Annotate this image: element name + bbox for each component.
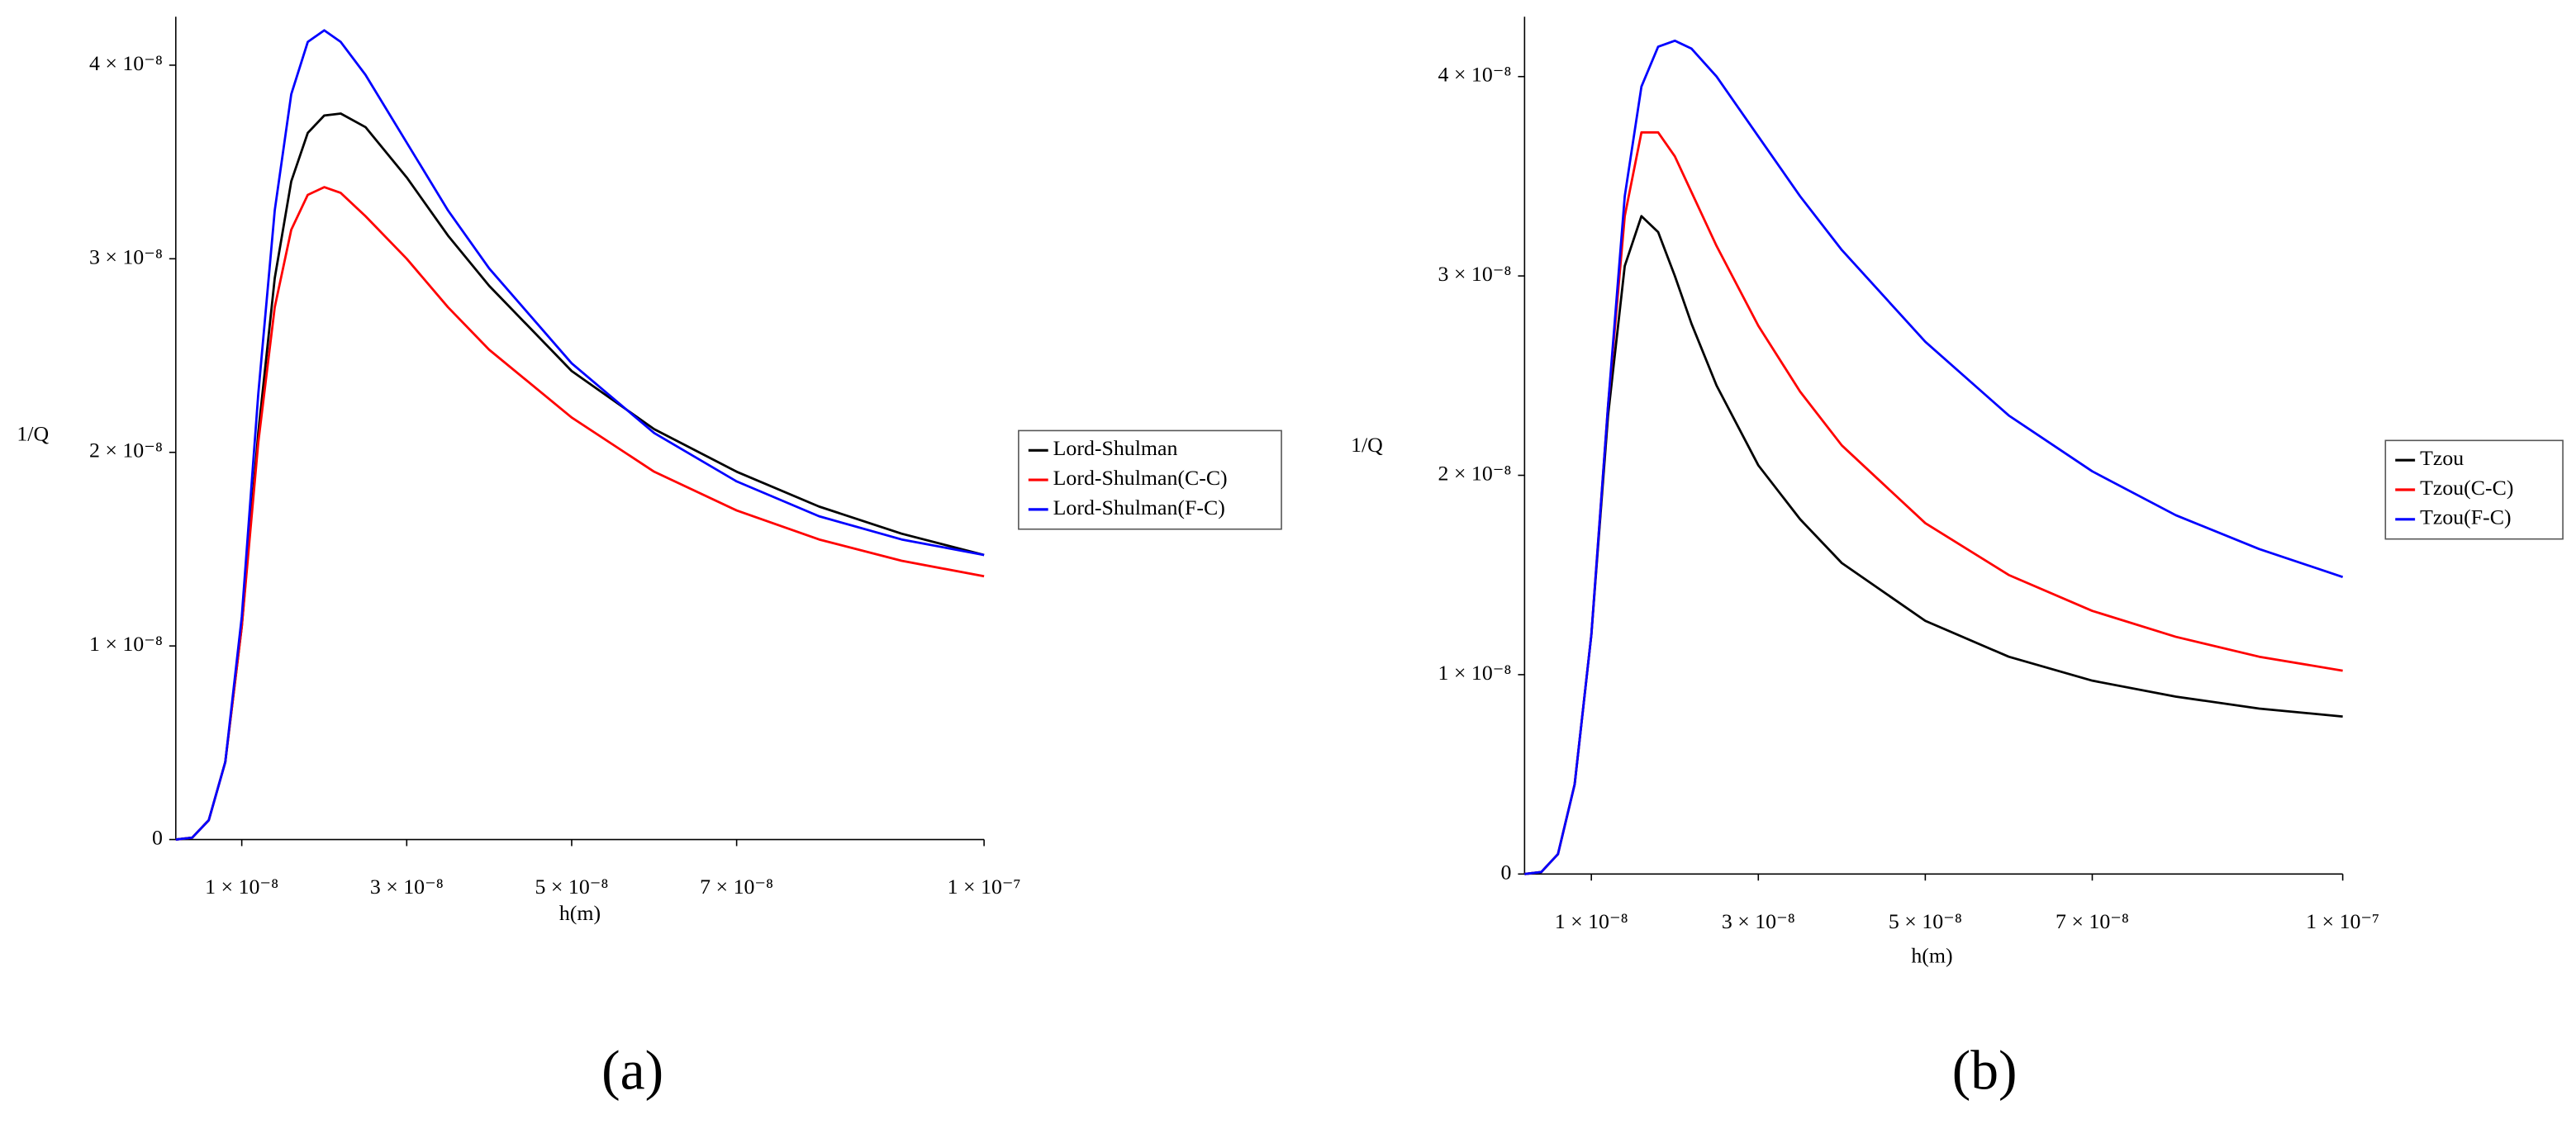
- legend-label: Tzou(F-C): [2420, 505, 2512, 529]
- y-axis-label: 1/Q: [1351, 433, 1383, 457]
- y-tick-label: 2 × 10⁻⁸: [1438, 461, 1512, 485]
- x-axis-label: h(m): [1911, 944, 1952, 968]
- series-line: [1524, 215, 2343, 875]
- series-line: [175, 29, 985, 841]
- legend-label: Lord-Shulman: [1053, 436, 1178, 460]
- series-line: [1524, 39, 2344, 875]
- legend-label: Lord-Shulman(C-C): [1053, 466, 1228, 490]
- y-tick-label: 1 × 10⁻⁸: [1438, 661, 1512, 685]
- caption: (b): [1952, 1039, 2018, 1101]
- y-tick-label: 3 × 10⁻⁸: [1438, 262, 1512, 286]
- x-tick-label: 1 × 10⁻⁷: [2306, 909, 2379, 933]
- caption: (a): [601, 1039, 663, 1101]
- x-tick-label: 3 × 10⁻⁸: [370, 875, 444, 899]
- x-tick-label: 5 × 10⁻⁸: [1889, 909, 1962, 933]
- x-tick-label: 1 × 10⁻⁸: [1555, 909, 1628, 933]
- y-tick-label: 3 × 10⁻⁸: [89, 244, 163, 268]
- x-tick-label: 3 × 10⁻⁸: [1722, 909, 1795, 933]
- legend-label: Lord-Shulman(F-C): [1053, 496, 1225, 519]
- legend-box: [1018, 429, 1282, 530]
- y-tick-label: 2 × 10⁻⁸: [89, 439, 163, 462]
- y-axis-label: 1/Q: [17, 421, 49, 445]
- y-tick-label: 0: [1501, 860, 1512, 884]
- x-tick-label: 1 × 10⁻⁸: [205, 875, 278, 899]
- y-tick-label: 1 × 10⁻⁸: [89, 632, 163, 656]
- y-tick-label: 4 × 10⁻⁸: [89, 51, 163, 75]
- x-tick-label: 1 × 10⁻⁷: [948, 875, 1021, 899]
- x-tick-label: 5 × 10⁻⁸: [535, 875, 609, 899]
- y-tick-label: 0: [152, 825, 163, 849]
- legend-label: Tzou(C-C): [2420, 476, 2513, 500]
- x-axis-label: h(m): [559, 901, 601, 925]
- series-line: [175, 186, 985, 841]
- y-tick-label: 4 × 10⁻⁸: [1438, 63, 1512, 87]
- x-tick-label: 7 × 10⁻⁸: [700, 875, 773, 899]
- series-line: [1524, 130, 2343, 875]
- series-line: [175, 112, 985, 841]
- legend-label: Tzou: [2420, 446, 2464, 470]
- x-tick-label: 7 × 10⁻⁸: [2056, 909, 2129, 933]
